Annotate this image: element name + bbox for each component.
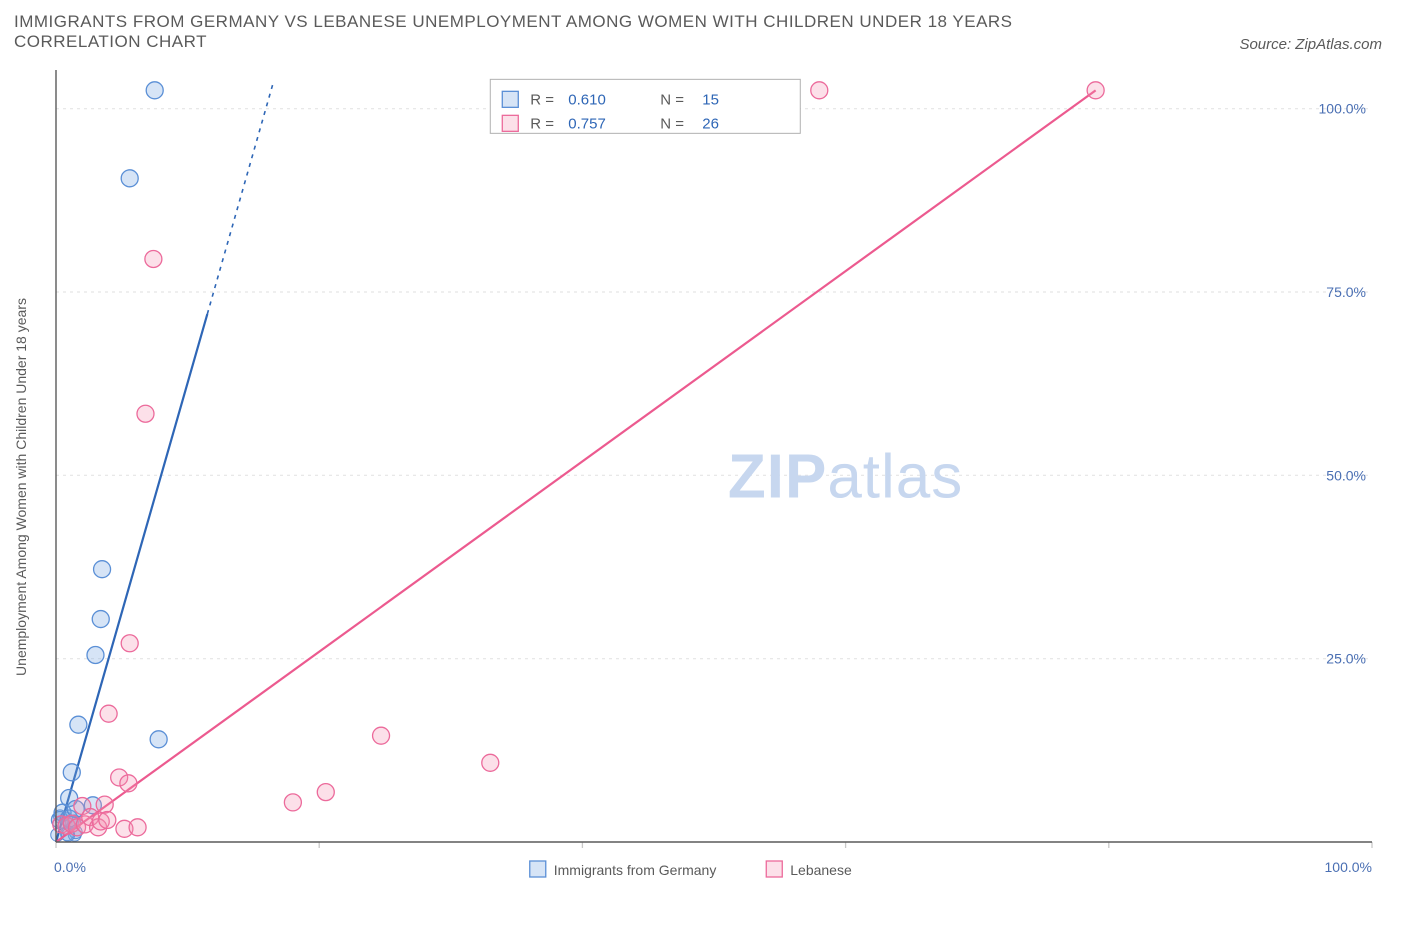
- scatter-point-lebanese: [1087, 82, 1104, 99]
- y-tick-label: 100.0%: [1319, 101, 1366, 117]
- scatter-point-lebanese: [120, 775, 137, 792]
- y-tick-label: 50.0%: [1326, 467, 1366, 483]
- stats-legend-n-value: 15: [702, 91, 719, 108]
- bottom-legend-label: Lebanese: [790, 862, 852, 878]
- stats-legend-r-label: R =: [530, 91, 554, 108]
- scatter-point-germany: [121, 170, 138, 187]
- y-tick-label: 75.0%: [1326, 284, 1366, 300]
- scatter-point-lebanese: [99, 812, 116, 829]
- scatter-point-lebanese: [284, 794, 301, 811]
- y-tick-label: 25.0%: [1326, 651, 1366, 667]
- scatter-point-germany: [94, 561, 111, 578]
- scatter-point-lebanese: [100, 705, 117, 722]
- scatter-point-germany: [150, 731, 167, 748]
- scatter-point-lebanese: [129, 819, 146, 836]
- scatter-point-lebanese: [317, 784, 334, 801]
- stats-legend-swatch: [502, 91, 518, 107]
- x-max-label: 100.0%: [1325, 859, 1372, 875]
- scatter-point-germany: [92, 611, 109, 628]
- scatter-point-germany: [70, 716, 87, 733]
- trend-line-germany: [56, 314, 207, 842]
- bottom-legend-swatch: [530, 861, 546, 877]
- trend-line-dash-germany: [207, 83, 273, 314]
- stats-legend-n-label: N =: [660, 115, 684, 132]
- chart-container: IMMIGRANTS FROM GERMANY VS LEBANESE UNEM…: [0, 0, 1406, 930]
- watermark: ZIPatlas: [728, 442, 963, 511]
- scatter-point-germany: [87, 647, 104, 664]
- stats-legend-r-value: 0.610: [568, 91, 606, 108]
- scatter-point-lebanese: [121, 635, 138, 652]
- scatter-point-germany: [146, 82, 163, 99]
- stats-legend-r-value: 0.757: [568, 115, 606, 132]
- bottom-legend-swatch: [766, 861, 782, 877]
- stats-legend-swatch: [502, 115, 518, 131]
- scatter-plot: 25.0%50.0%75.0%100.0%ZIPatlas0.0%100.0%U…: [56, 72, 1382, 880]
- scatter-point-lebanese: [482, 754, 499, 771]
- bottom-legend-label: Immigrants from Germany: [554, 862, 717, 878]
- scatter-point-lebanese: [137, 405, 154, 422]
- stats-legend-r-label: R =: [530, 115, 554, 132]
- scatter-point-germany: [63, 764, 80, 781]
- scatter-point-lebanese: [811, 82, 828, 99]
- chart-title: IMMIGRANTS FROM GERMANY VS LEBANESE UNEM…: [14, 12, 1134, 52]
- y-axis-label: Unemployment Among Women with Children U…: [13, 298, 29, 676]
- scatter-point-lebanese: [373, 727, 390, 744]
- stats-legend-n-value: 26: [702, 115, 719, 132]
- scatter-point-lebanese: [96, 796, 113, 813]
- scatter-point-lebanese: [145, 251, 162, 268]
- stats-legend-n-label: N =: [660, 91, 684, 108]
- source-credit: Source: ZipAtlas.com: [1239, 36, 1382, 53]
- x-min-label: 0.0%: [54, 859, 86, 875]
